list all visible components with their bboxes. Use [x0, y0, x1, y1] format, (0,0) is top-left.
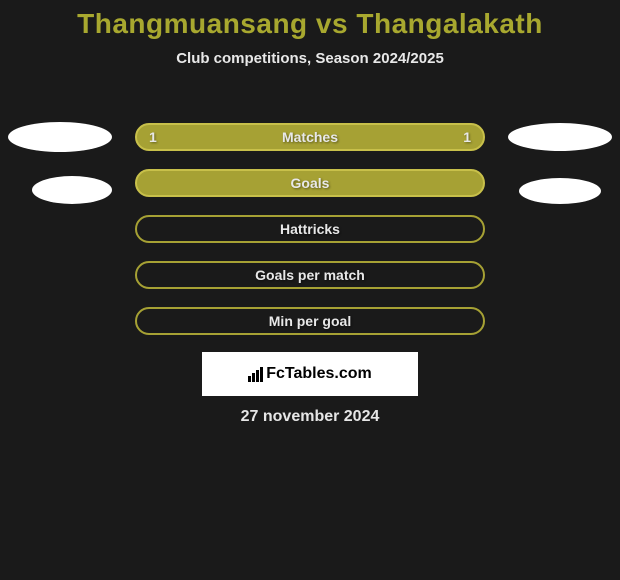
- stat-label: Hattricks: [280, 221, 340, 237]
- stat-value-right: 1: [463, 129, 471, 145]
- stat-bar: Hattricks: [135, 215, 485, 243]
- stat-bar: Goals: [135, 169, 485, 197]
- chart-icon: [248, 367, 263, 382]
- stat-bar: Goals per match: [135, 261, 485, 289]
- stat-bar: 1 Matches 1: [135, 123, 485, 151]
- page-title: Thangmuansang vs Thangalakath: [0, 8, 620, 40]
- logo-label: FcTables.com: [266, 365, 372, 383]
- stat-row: Goals per match: [0, 261, 620, 289]
- stat-value-left: 1: [149, 129, 157, 145]
- stat-label: Matches: [282, 129, 338, 145]
- stat-label: Goals per match: [255, 267, 365, 283]
- date-label: 27 november 2024: [0, 408, 620, 426]
- stat-row: Goals: [0, 169, 620, 197]
- stat-row: 1 Matches 1: [0, 123, 620, 151]
- stat-label: Min per goal: [269, 313, 351, 329]
- stat-row: Hattricks: [0, 215, 620, 243]
- infographic-container: Thangmuansang vs Thangalakath Club compe…: [0, 0, 620, 580]
- stat-bar: Min per goal: [135, 307, 485, 335]
- source-logo[interactable]: FcTables.com: [202, 352, 418, 396]
- stat-label: Goals: [291, 175, 330, 191]
- stat-row: Min per goal: [0, 307, 620, 335]
- page-subtitle: Club competitions, Season 2024/2025: [0, 50, 620, 67]
